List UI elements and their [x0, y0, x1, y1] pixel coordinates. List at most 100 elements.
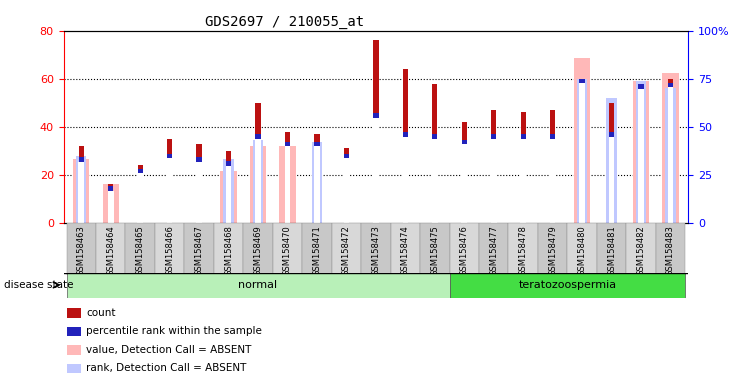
Bar	[373, 40, 378, 223]
Text: GSM158476: GSM158476	[460, 225, 469, 276]
Bar	[521, 112, 526, 223]
Bar	[79, 157, 84, 223]
Bar	[138, 165, 143, 223]
Bar	[633, 81, 649, 223]
Bar	[224, 159, 233, 223]
Bar	[79, 146, 84, 223]
Bar	[361, 223, 390, 275]
Bar	[373, 113, 378, 223]
Bar	[638, 103, 644, 223]
Bar	[538, 223, 568, 275]
Text: GSM158464: GSM158464	[106, 225, 115, 276]
Bar	[96, 223, 126, 275]
Bar	[402, 137, 408, 223]
Bar	[638, 84, 644, 223]
Bar	[285, 142, 290, 223]
Bar	[214, 223, 243, 275]
Bar	[577, 79, 587, 223]
Bar	[197, 144, 202, 223]
Text: rank, Detection Call = ABSENT: rank, Detection Call = ABSENT	[86, 363, 246, 373]
Bar	[597, 223, 626, 275]
Bar	[668, 79, 673, 223]
Text: GSM158479: GSM158479	[548, 225, 557, 276]
Text: GSM158474: GSM158474	[401, 225, 410, 276]
Text: GSM158465: GSM158465	[135, 225, 144, 276]
Bar	[609, 132, 614, 223]
Text: GSM158477: GSM158477	[489, 225, 498, 276]
Bar	[344, 148, 349, 223]
Bar	[67, 223, 96, 275]
Bar	[73, 159, 89, 223]
Bar	[390, 223, 420, 275]
Bar	[312, 142, 322, 223]
Bar	[108, 184, 114, 223]
Text: GSM158469: GSM158469	[254, 225, 263, 276]
Bar	[580, 79, 585, 223]
Bar	[656, 223, 685, 275]
Bar	[196, 162, 202, 223]
Bar	[167, 139, 172, 223]
Bar	[184, 223, 214, 275]
Bar	[108, 190, 114, 223]
Bar	[221, 171, 236, 223]
Bar	[344, 154, 349, 223]
Text: GSM158483: GSM158483	[666, 225, 675, 276]
Text: GDS2697 / 210055_at: GDS2697 / 210055_at	[205, 15, 364, 29]
Bar	[255, 103, 260, 223]
Bar	[255, 139, 261, 223]
Text: GSM158468: GSM158468	[224, 225, 233, 276]
Text: percentile rank within the sample: percentile rank within the sample	[86, 326, 262, 336]
Bar	[285, 131, 290, 223]
Text: GSM158475: GSM158475	[430, 225, 439, 276]
Bar	[138, 169, 143, 223]
Bar	[432, 134, 438, 223]
Bar	[373, 118, 378, 223]
Bar	[638, 89, 644, 223]
Bar	[665, 88, 675, 223]
Bar	[167, 158, 173, 223]
Text: disease state: disease state	[4, 280, 73, 290]
Bar	[450, 223, 479, 275]
Text: GSM158472: GSM158472	[342, 225, 351, 276]
Bar	[155, 223, 184, 275]
Bar	[462, 122, 467, 223]
Text: GSM158470: GSM158470	[283, 225, 292, 276]
Bar	[285, 146, 290, 223]
Bar	[197, 157, 202, 223]
Bar	[402, 69, 408, 223]
Bar	[331, 223, 361, 275]
Bar	[79, 162, 84, 223]
Bar	[314, 134, 319, 223]
Text: GSM158463: GSM158463	[77, 225, 86, 276]
Bar	[167, 154, 172, 223]
Bar	[67, 273, 450, 298]
Bar	[243, 223, 273, 275]
Bar	[314, 142, 319, 223]
Text: teratozoospermia: teratozoospermia	[518, 280, 616, 290]
Bar	[579, 83, 585, 223]
Bar	[491, 134, 497, 223]
Bar	[521, 139, 526, 223]
Bar	[302, 223, 331, 275]
Bar	[479, 223, 509, 275]
Text: GSM158481: GSM158481	[607, 225, 616, 276]
Bar	[250, 146, 266, 223]
Bar	[550, 139, 556, 223]
Bar	[568, 223, 597, 275]
Text: GSM158480: GSM158480	[577, 225, 586, 276]
Bar	[550, 110, 555, 223]
Bar	[420, 223, 450, 275]
Bar	[432, 84, 438, 223]
Bar	[226, 161, 231, 223]
Text: GSM158467: GSM158467	[194, 225, 203, 276]
Bar	[663, 73, 678, 223]
Bar	[76, 156, 87, 223]
Bar	[280, 146, 295, 223]
Bar	[574, 58, 590, 223]
Bar	[462, 140, 467, 223]
Bar	[626, 223, 656, 275]
Text: normal: normal	[239, 280, 278, 290]
Text: GSM158466: GSM158466	[165, 225, 174, 276]
Text: count: count	[86, 308, 115, 318]
Bar	[226, 151, 231, 223]
